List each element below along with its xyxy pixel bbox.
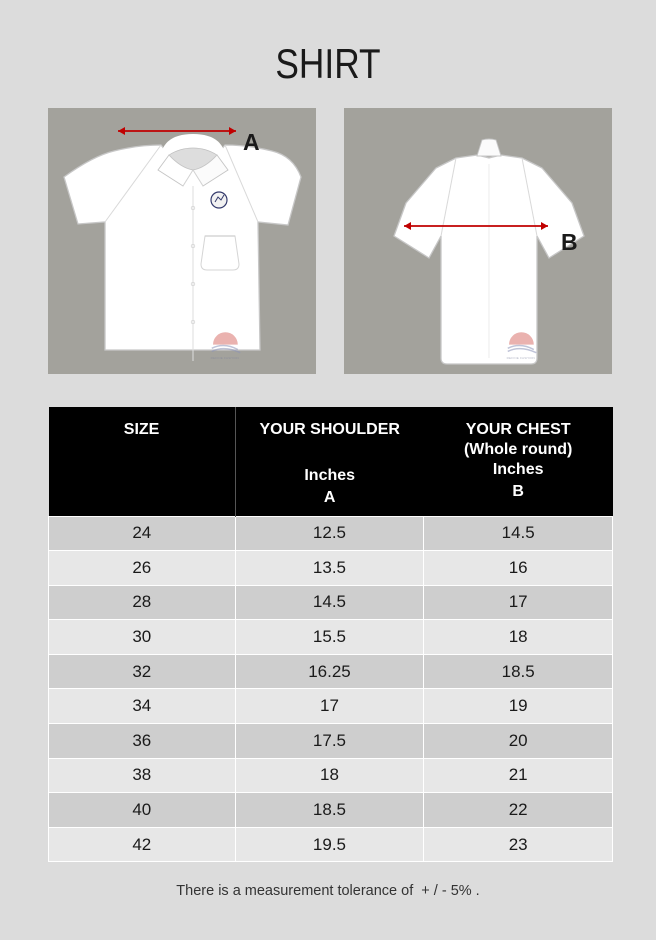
svg-text:REFINE FASHION: REFINE FASHION <box>211 356 239 360</box>
svg-text:A: A <box>243 129 260 155</box>
svg-text:REFINE FASHION: REFINE FASHION <box>507 356 535 360</box>
svg-text:B: B <box>561 229 578 255</box>
